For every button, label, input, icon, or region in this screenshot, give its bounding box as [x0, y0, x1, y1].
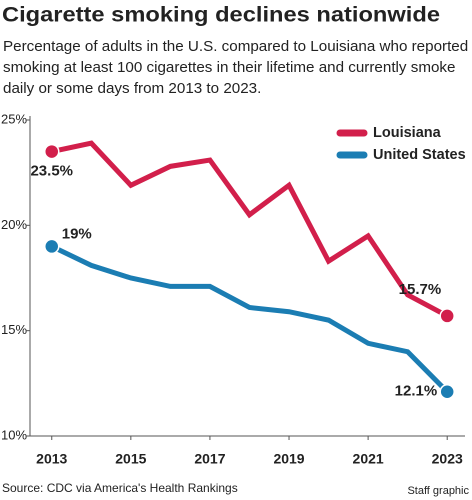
end-point: [44, 238, 60, 255]
data-label: 12.1%: [395, 383, 438, 400]
y-tick-label: 10%: [1, 427, 27, 442]
subtitle: Percentage of adults in the U.S. compare…: [3, 38, 469, 97]
end-point: [439, 308, 455, 324]
data-label: 23.5%: [30, 163, 73, 180]
y-tick-label: 20%: [1, 217, 27, 232]
series-line: [50, 244, 449, 394]
credit: Staff graphic: [407, 485, 469, 497]
series-line: [51, 140, 449, 319]
chart-title: Cigarette smoking declines nationwide: [2, 4, 440, 27]
legend-label: Louisiana: [373, 125, 442, 141]
x-tick-label: 2015: [115, 451, 146, 467]
data-label: 19%: [62, 225, 92, 242]
end-point: [439, 384, 455, 400]
x-tick-label: 2019: [273, 451, 304, 467]
x-tick-label: 2017: [194, 451, 225, 467]
x-tick-label: 2021: [353, 451, 384, 467]
x-tick-label: 2023: [432, 451, 463, 467]
y-tick-label: 25%: [1, 111, 27, 126]
y-tick-label: 15%: [1, 322, 27, 337]
x-tick-label: 2013: [36, 451, 67, 467]
end-point: [44, 143, 60, 160]
source: Source: CDC via America's Health Ranking…: [2, 481, 238, 495]
legend-label: United States: [373, 147, 466, 163]
data-label: 15.7%: [399, 281, 442, 298]
